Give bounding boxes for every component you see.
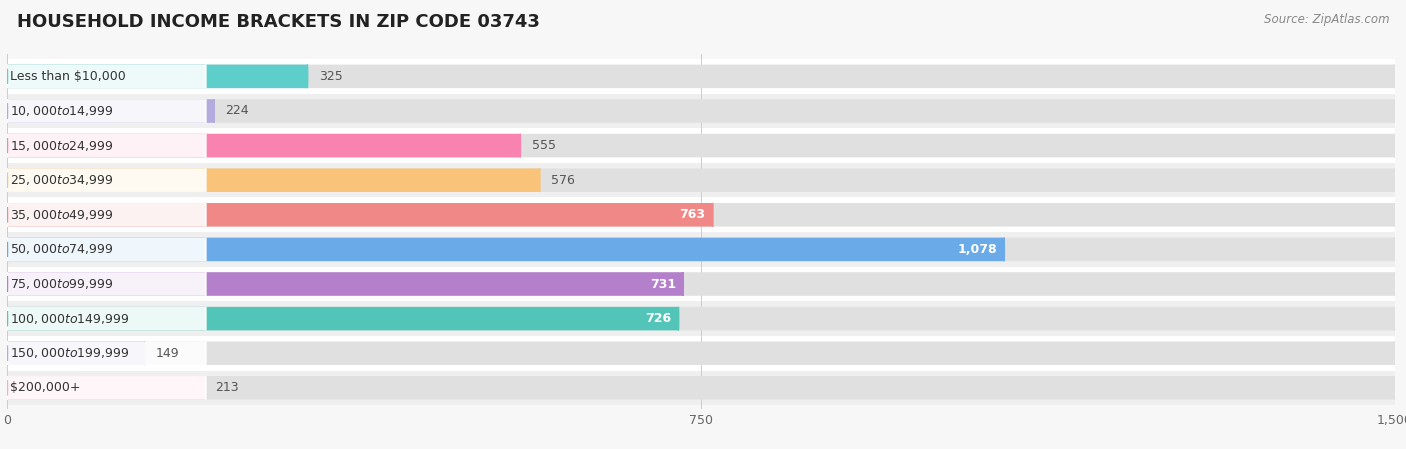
Text: $10,000 to $14,999: $10,000 to $14,999 [10,104,112,118]
Text: Less than $10,000: Less than $10,000 [10,70,125,83]
Bar [7,163,1395,198]
FancyBboxPatch shape [7,341,145,365]
FancyBboxPatch shape [7,272,683,296]
Text: $25,000 to $34,999: $25,000 to $34,999 [10,173,112,187]
Bar [7,198,1395,232]
FancyBboxPatch shape [7,376,1395,400]
Text: HOUSEHOLD INCOME BRACKETS IN ZIP CODE 03743: HOUSEHOLD INCOME BRACKETS IN ZIP CODE 03… [17,13,540,31]
FancyBboxPatch shape [7,65,1395,88]
Text: 1,078: 1,078 [957,243,997,256]
FancyBboxPatch shape [7,65,205,88]
Bar [7,301,1395,336]
FancyBboxPatch shape [7,272,205,296]
FancyBboxPatch shape [7,341,1395,365]
Text: 731: 731 [650,277,676,291]
FancyBboxPatch shape [7,307,679,330]
FancyBboxPatch shape [7,65,308,88]
FancyBboxPatch shape [7,168,540,192]
FancyBboxPatch shape [7,203,1395,227]
FancyBboxPatch shape [7,168,1395,192]
FancyBboxPatch shape [7,99,1395,123]
Bar [7,267,1395,301]
FancyBboxPatch shape [7,99,214,123]
Text: $200,000+: $200,000+ [10,381,80,394]
FancyBboxPatch shape [7,238,1395,261]
FancyBboxPatch shape [7,307,1395,330]
Text: Source: ZipAtlas.com: Source: ZipAtlas.com [1264,13,1389,26]
FancyBboxPatch shape [7,376,204,400]
Bar [7,232,1395,267]
FancyBboxPatch shape [7,307,205,330]
Text: 224: 224 [225,105,249,118]
FancyBboxPatch shape [7,238,205,261]
Bar [7,59,1395,94]
Text: $150,000 to $199,999: $150,000 to $199,999 [10,346,129,360]
FancyBboxPatch shape [7,376,205,400]
FancyBboxPatch shape [7,168,205,192]
FancyBboxPatch shape [7,238,1004,261]
FancyBboxPatch shape [7,134,1395,157]
Text: 325: 325 [319,70,343,83]
FancyBboxPatch shape [7,203,205,227]
FancyBboxPatch shape [7,272,1395,296]
Text: 763: 763 [679,208,706,221]
Bar [7,94,1395,128]
Text: 555: 555 [531,139,555,152]
Bar [7,336,1395,370]
Bar [7,128,1395,163]
Text: 149: 149 [156,347,180,360]
FancyBboxPatch shape [7,99,205,123]
FancyBboxPatch shape [7,341,205,365]
Text: $100,000 to $149,999: $100,000 to $149,999 [10,312,129,326]
FancyBboxPatch shape [7,134,205,157]
Text: $15,000 to $24,999: $15,000 to $24,999 [10,139,112,153]
Text: $50,000 to $74,999: $50,000 to $74,999 [10,242,112,256]
Text: $35,000 to $49,999: $35,000 to $49,999 [10,208,112,222]
Text: $75,000 to $99,999: $75,000 to $99,999 [10,277,112,291]
Text: 726: 726 [645,312,671,325]
Text: 576: 576 [551,174,575,187]
Text: 213: 213 [215,381,239,394]
FancyBboxPatch shape [7,203,713,227]
Bar [7,370,1395,405]
FancyBboxPatch shape [7,134,520,157]
